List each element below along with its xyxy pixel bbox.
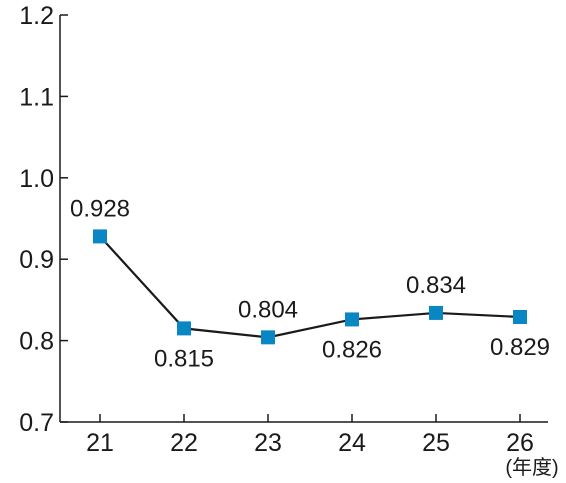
y-tick-label: 1.2	[19, 2, 54, 30]
x-tick-label: 21	[86, 429, 114, 457]
y-axis: 0.7 0.8 0.9 1.0 1.1 1.2	[19, 2, 68, 437]
series-line	[99, 235, 521, 339]
x-tick-label: 24	[338, 429, 366, 457]
data-labels: 0.928 0.815 0.804 0.826 0.834 0.829	[70, 195, 550, 372]
y-tick-label: 1.1	[19, 83, 54, 111]
data-label: 0.834	[406, 272, 466, 299]
y-tick-label: 0.9	[19, 246, 54, 274]
y-tick-label: 0.7	[19, 409, 54, 437]
data-point-marker	[93, 229, 107, 244]
x-tick-label: 22	[170, 429, 198, 457]
y-tick-label: 0.8	[19, 328, 54, 356]
x-axis-unit-label: (年度)	[505, 456, 558, 479]
x-tick-label: 26	[506, 429, 534, 457]
data-label: 0.928	[70, 195, 130, 222]
data-point-marker	[177, 321, 191, 336]
series-plot	[93, 229, 527, 345]
data-point-marker	[513, 309, 527, 324]
x-tick-label: 25	[422, 429, 450, 457]
x-axis: 21 22 23 24 25 26	[60, 414, 548, 457]
y-tick-label: 1.0	[19, 165, 54, 193]
data-label: 0.829	[490, 334, 550, 361]
data-label: 0.804	[238, 296, 298, 323]
data-label: 0.826	[322, 336, 382, 363]
data-point-marker	[429, 305, 443, 320]
data-point-marker	[345, 312, 359, 327]
data-label: 0.815	[154, 345, 214, 372]
data-point-marker	[261, 330, 275, 345]
x-tick-label: 23	[254, 429, 282, 457]
